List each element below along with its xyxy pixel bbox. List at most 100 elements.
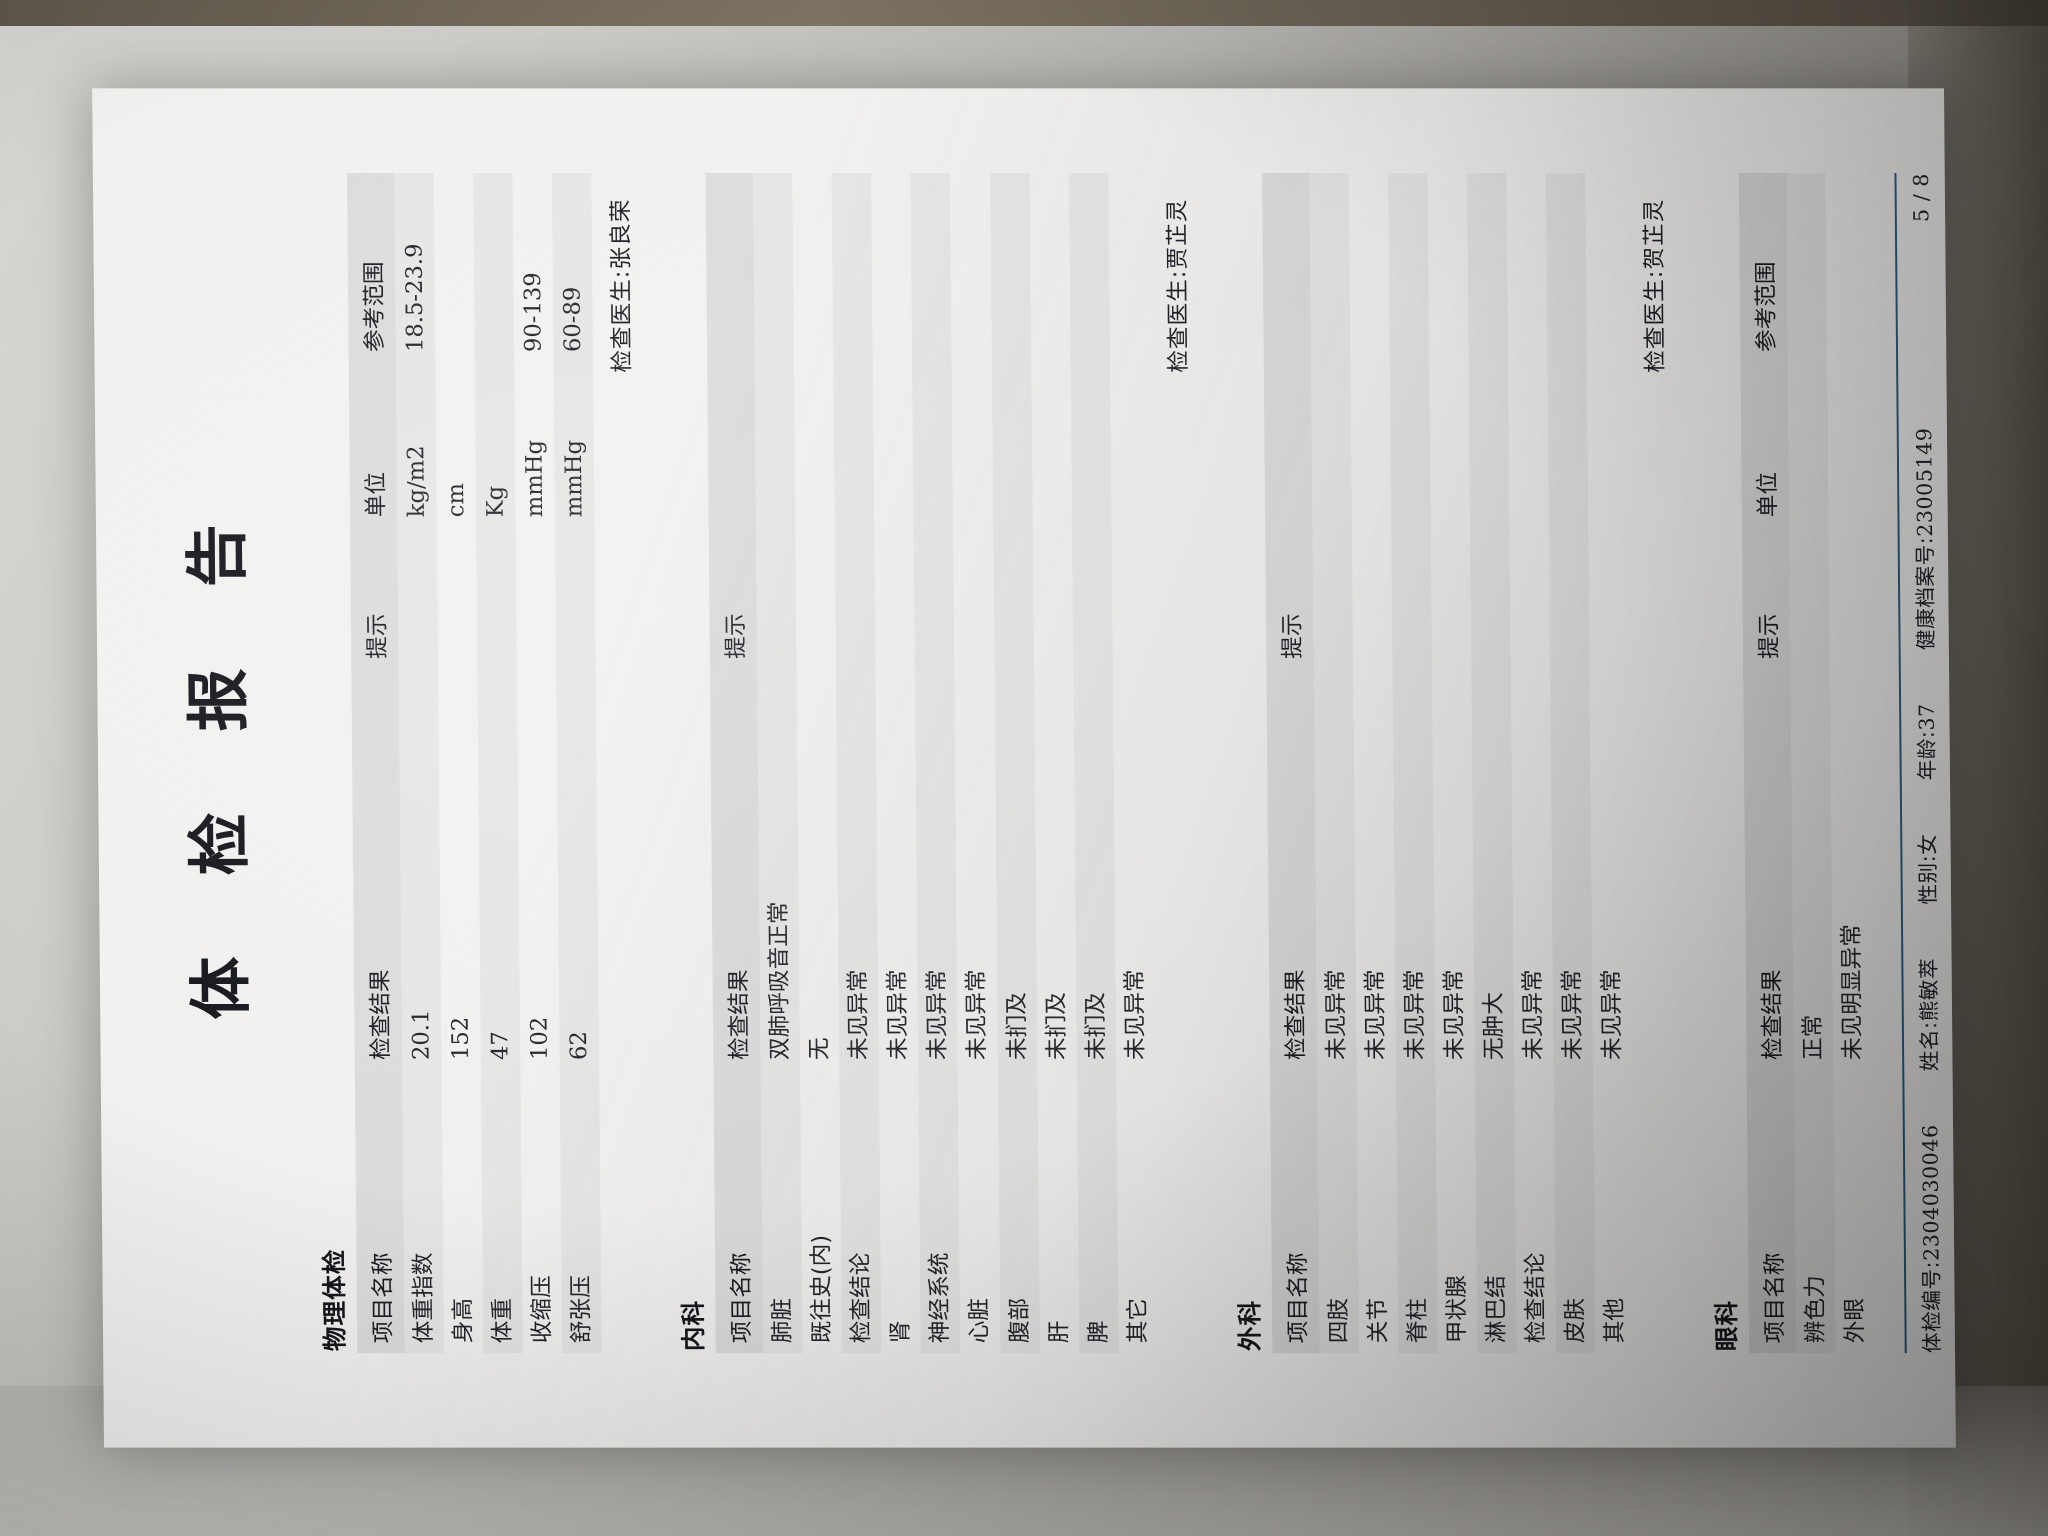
column-header-reference: 参考范围 — [1738, 173, 1788, 362]
cell-hint — [1431, 527, 1472, 669]
cell-hint — [1588, 527, 1629, 669]
cell-unit — [873, 362, 914, 527]
cell-reference — [1506, 173, 1547, 362]
column-header-result: 检查结果 — [1743, 668, 1795, 1070]
cell-reference — [793, 173, 834, 362]
footer-spacer — [1922, 222, 1923, 374]
cell-name: 肺脏 — [760, 1069, 803, 1354]
cell-result: 正常 — [1790, 668, 1834, 1070]
cell-hint — [1352, 527, 1393, 669]
table-surgery: 项目名称 检查结果 提示 四肢 未见异常 关节 未见异常 脊柱 未见异常 甲状腺 未见异常 淋巴结 无肿… — [1261, 173, 1635, 1354]
cell-result: 未见异常 — [1599, 969, 1626, 1061]
cell-hint — [992, 527, 1034, 669]
cell-result: 未见异常 — [964, 969, 991, 1061]
cell-name: 收缩压 — [529, 1275, 556, 1344]
section-ophthalmology: 眼科 项目名称 检查结果 提示 单位 参考范围 辨色力 正常 外眼 未见明显异常 — [1698, 173, 1876, 1354]
cell-reference — [1068, 173, 1110, 362]
cell-reference — [871, 173, 912, 362]
age-value: 37 — [1915, 703, 1939, 731]
cell-reference — [1466, 173, 1508, 362]
cell-unit — [1031, 362, 1072, 527]
doctor-signature-physical: 检查医生:张良荣 — [602, 199, 646, 1353]
cell-unit — [1547, 361, 1589, 528]
cell-unit — [1110, 362, 1151, 527]
cell-unit: Kg — [474, 361, 516, 528]
cell-reference — [989, 173, 1031, 362]
footer-age: 年龄:37 — [1911, 703, 1941, 780]
column-header-unit: 单位 — [1740, 361, 1790, 528]
cell-unit — [754, 361, 796, 528]
cell-hint — [437, 527, 478, 669]
cell-result: 未扪及 — [1072, 668, 1116, 1070]
cell-unit — [1587, 362, 1628, 527]
cell-reference — [910, 173, 952, 362]
cell-result: 102 — [526, 1016, 553, 1061]
cell-name: 脾 — [1076, 1069, 1119, 1354]
cell-result: 无肿大 — [1471, 668, 1515, 1070]
cell-reference — [1108, 173, 1149, 362]
cell-unit — [1310, 361, 1352, 528]
cell-name: 脊柱 — [1395, 1069, 1438, 1354]
cell-name: 身高 — [450, 1297, 477, 1344]
cell-name: 既往史(内) — [808, 1234, 836, 1344]
cell-name: 腹部 — [997, 1069, 1040, 1354]
cell-reference: 90-139 — [520, 272, 547, 353]
cell-hint — [1111, 527, 1152, 669]
cell-name: 舒张压 — [559, 1069, 602, 1354]
cell-hint — [1071, 527, 1113, 669]
column-header-reference — [705, 173, 755, 362]
cell-hint — [913, 527, 955, 669]
cell-unit — [1508, 362, 1549, 527]
cell-result: 未见明显异常 — [1839, 924, 1866, 1061]
cell-reference — [473, 173, 515, 362]
cell-name: 关节 — [1365, 1297, 1392, 1344]
cell-unit — [1070, 361, 1112, 528]
column-header-name: 项目名称 — [1746, 1069, 1797, 1354]
sections-container: 物理体检 项目名称 检查结果 提示 单位 参考范围 体重指数 20.1 kg/m2 18.5-23… — [306, 173, 1876, 1354]
cell-unit — [1468, 361, 1510, 528]
column-header-hint: 提示 — [350, 527, 399, 669]
footer-patient-info: 体检编号:2304030046 姓名:熊敏萃 性别:女 年龄:37 健康档案号:… — [1906, 173, 1946, 1353]
cell-result: 未见异常 — [885, 969, 912, 1061]
cell-unit — [1389, 361, 1431, 528]
cell-result: 62 — [556, 668, 600, 1070]
gender-label: 性别: — [1916, 854, 1941, 905]
doctor-name: 贾芷灵 — [1164, 198, 1191, 270]
cell-reference — [1545, 173, 1587, 362]
cell-reference — [1826, 173, 1867, 362]
column-header-name: 项目名称 — [713, 1069, 764, 1354]
cell-name: 心脏 — [967, 1297, 994, 1344]
column-header-reference: 参考范围 — [347, 173, 396, 362]
cell-name: 体重 — [481, 1069, 523, 1354]
cell-name: 皮肤 — [1553, 1069, 1596, 1354]
cell-name: 甲状腺 — [1443, 1275, 1471, 1344]
page-number: 5 / 8 — [1909, 173, 1934, 222]
cell-name: 四肢 — [1316, 1069, 1359, 1354]
cell-name: 检查结论 — [1522, 1252, 1550, 1344]
cell-hint — [1469, 527, 1511, 669]
column-header-hint: 提示 — [1742, 527, 1791, 669]
footer-archive-no: 健康档案号:23005149 — [1909, 428, 1940, 651]
cell-result: 未见异常 — [1362, 969, 1389, 1061]
cell-hint — [953, 527, 994, 669]
column-header-result: 检查结果 — [710, 668, 761, 1070]
cell-unit — [1350, 362, 1391, 527]
page-title: 体 检 报 告 — [181, 494, 259, 1020]
cell-name: 肾 — [888, 1320, 915, 1344]
cell-unit — [952, 362, 993, 527]
column-header-unit: 单位 — [348, 361, 398, 528]
cell-unit: cm — [443, 483, 470, 518]
cell-unit — [991, 361, 1033, 528]
doctor-signature-internal: 检查医生:贾芷灵 — [1158, 199, 1202, 1353]
column-header-result: 检查结果 — [1266, 668, 1317, 1070]
section-internal: 内科 项目名称 检查结果 提示 肺脏 双肺呼吸音正常 既往史(内) 无检查结论 未见异常肾未见异… — [664, 173, 1202, 1354]
cell-name: 神经系统 — [918, 1069, 961, 1354]
doctor-label: 检查医生: — [609, 269, 636, 373]
cell-unit — [1827, 362, 1868, 527]
cell-result: 未见异常 — [1550, 668, 1594, 1070]
doctor-name: 贺芷灵 — [1641, 198, 1668, 270]
cell-name: 检查结论 — [839, 1069, 882, 1354]
column-header-result: 检查结果 — [351, 668, 403, 1070]
desk-edge-top — [0, 0, 2048, 26]
